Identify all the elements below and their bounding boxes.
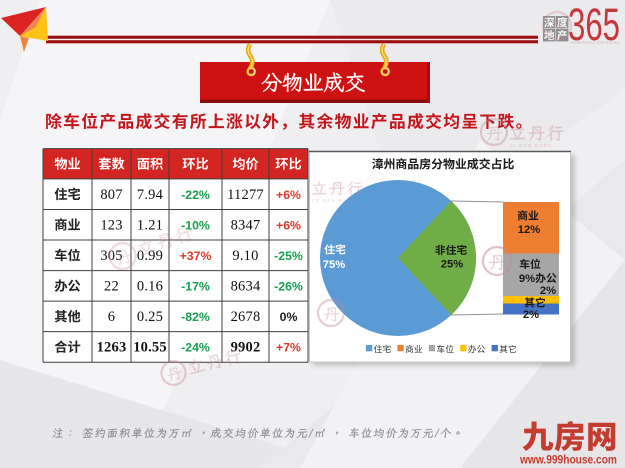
svg-text:-82%: -82% (181, 310, 210, 324)
svg-text:-22%: -22% (181, 188, 210, 202)
svg-text:+7%: +7% (276, 341, 301, 355)
svg-text:+6%: +6% (276, 218, 301, 232)
svg-text:-24%: -24% (181, 341, 210, 355)
svg-text:0%: 0% (280, 310, 298, 324)
svg-text:6: 6 (108, 309, 115, 325)
svg-text:-25%: -25% (274, 249, 303, 263)
svg-text:8347: 8347 (231, 217, 261, 233)
svg-text:10.55: 10.55 (133, 340, 167, 356)
svg-text:75%: 75% (323, 259, 345, 271)
svg-text:1.21: 1.21 (137, 217, 163, 233)
svg-text:305: 305 (100, 248, 122, 264)
svg-text:-10%: -10% (181, 218, 210, 232)
svg-text:25%: 25% (441, 259, 463, 271)
svg-text:9902: 9902 (231, 340, 261, 356)
svg-text:12%: 12% (518, 224, 540, 236)
svg-text:www.999house.com: www.999house.com (519, 453, 617, 467)
svg-text:365: 365 (568, 0, 620, 50)
svg-text:0.99: 0.99 (137, 248, 163, 264)
svg-text:0.25: 0.25 (137, 309, 163, 325)
svg-text:LU DAN HANG: LU DAN HANG (312, 198, 356, 203)
svg-text:2%: 2% (523, 309, 539, 321)
svg-text:+37%: +37% (180, 249, 212, 263)
svg-text:22: 22 (104, 279, 119, 295)
svg-text:807: 807 (100, 187, 122, 203)
svg-text:7.94: 7.94 (137, 187, 164, 203)
svg-text:-26%: -26% (274, 279, 303, 293)
svg-text:123: 123 (100, 217, 122, 233)
svg-text:2678: 2678 (231, 309, 261, 325)
svg-text:8634: 8634 (231, 279, 261, 295)
svg-text:-17%: -17% (181, 279, 210, 293)
svg-text:0.16: 0.16 (137, 279, 163, 295)
svg-text:9%: 9% (519, 273, 535, 285)
svg-text:2%: 2% (540, 285, 556, 297)
svg-text:11277: 11277 (227, 187, 264, 203)
svg-text:LI DAN HANG: LI DAN HANG (510, 143, 552, 148)
svg-text:+6%: +6% (276, 188, 301, 202)
svg-text:1263: 1263 (97, 340, 127, 356)
svg-text:SHENDU DICHAN: SHENDU DICHAN (570, 40, 619, 45)
svg-text:9.10: 9.10 (232, 248, 258, 264)
